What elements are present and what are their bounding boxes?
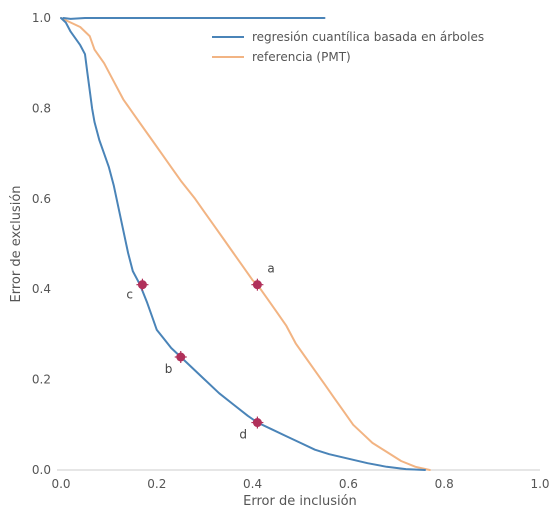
legend: regresión cuantílica basada en árboles r… (212, 30, 484, 64)
x-tick-label: 0.6 (339, 477, 358, 491)
series-line-tree-quantile (60, 17, 426, 471)
annotated-point-label: a (267, 262, 274, 276)
annotated-point-label: d (239, 428, 247, 442)
x-axis-title: Error de inclusión (243, 494, 357, 509)
y-tick-label: 0.8 (32, 101, 51, 115)
x-tick-label: 0.0 (51, 477, 70, 491)
x-tick-label: 0.8 (435, 477, 454, 491)
x-tick-label: 0.2 (147, 477, 166, 491)
series-layer (60, 17, 431, 471)
y-tick-label: 0.0 (32, 463, 51, 477)
annotated-points-layer: a b c d (126, 262, 274, 442)
x-tick-label: 0.4 (243, 477, 262, 491)
y-tick-label: 1.0 (32, 11, 51, 25)
annotated-point-label: b (165, 362, 173, 376)
y-tick-label: 0.6 (32, 192, 51, 206)
annotated-point-label: c (126, 288, 133, 302)
x-tick-label: 1.0 (530, 477, 549, 491)
axes: 0.0 0.2 0.4 0.6 0.8 1.0 0.0 0.2 0.4 0.6 0.8 1.0 (32, 11, 550, 491)
y-tick-label: 0.2 (32, 373, 51, 387)
y-tick-label: 0.4 (32, 282, 51, 296)
series-line-reference (60, 17, 431, 471)
legend-label-tree-quantile: regresión cuantílica basada en árboles (252, 30, 484, 44)
y-axis-title: Error de exclusión (9, 185, 24, 302)
legend-label-reference: referencia (PMT) (252, 50, 351, 64)
series-line-top-segment (62, 17, 326, 20)
